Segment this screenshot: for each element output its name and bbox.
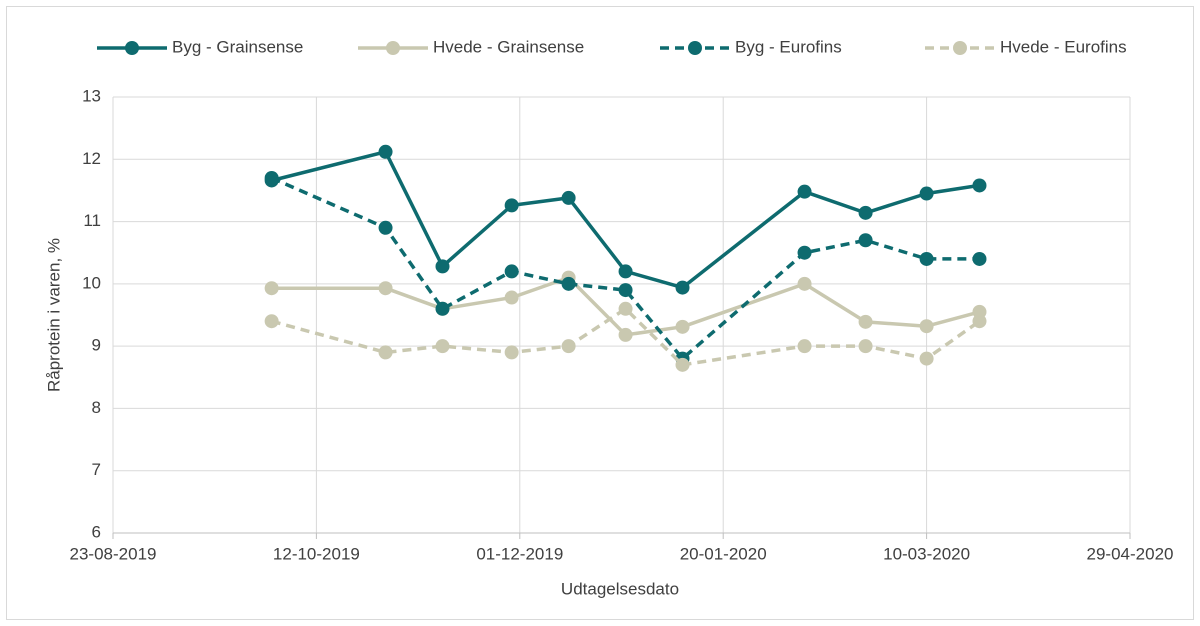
data-point: [504, 264, 519, 279]
data-point: [264, 170, 279, 185]
data-point: [797, 276, 812, 291]
data-point: [618, 283, 633, 298]
y-tick-label: 12: [82, 149, 101, 168]
data-point: [972, 314, 987, 329]
data-point: [561, 276, 576, 291]
data-point: [797, 245, 812, 260]
data-point: [264, 314, 279, 329]
x-tick-label: 23-08-2019: [70, 544, 157, 563]
data-point: [378, 281, 393, 296]
y-tick-label: 10: [82, 273, 101, 292]
data-point: [858, 314, 873, 329]
x-axis-label: Udtagelsesdato: [561, 579, 679, 598]
data-point: [378, 220, 393, 235]
data-point: [504, 345, 519, 360]
y-tick-label: 8: [92, 398, 101, 417]
legend-marker: [688, 41, 702, 55]
data-point: [504, 290, 519, 305]
y-tick-label: 11: [83, 211, 101, 230]
legend-label: Byg - Grainsense: [172, 37, 303, 56]
data-point: [435, 259, 450, 274]
data-point: [675, 280, 690, 295]
chart-border: [6, 6, 1194, 620]
data-point: [378, 345, 393, 360]
data-point: [618, 327, 633, 342]
y-axis-label: Råprotein i varen, %: [44, 238, 63, 392]
y-tick-label: 13: [82, 86, 101, 105]
data-point: [504, 198, 519, 213]
data-point: [919, 186, 934, 201]
data-point: [919, 251, 934, 266]
y-tick-label: 6: [92, 522, 101, 541]
data-point: [378, 144, 393, 159]
data-point: [919, 319, 934, 334]
data-point: [797, 339, 812, 354]
y-tick-label: 9: [92, 336, 101, 355]
x-tick-label: 12-10-2019: [273, 544, 360, 563]
data-point: [972, 178, 987, 193]
data-point: [618, 301, 633, 316]
data-point: [858, 205, 873, 220]
legend-label: Byg - Eurofins: [735, 37, 842, 56]
data-point: [435, 339, 450, 354]
data-point: [675, 319, 690, 334]
data-point: [561, 339, 576, 354]
data-point: [561, 190, 576, 205]
data-point: [858, 339, 873, 354]
x-tick-label: 29-04-2020: [1087, 544, 1174, 563]
x-tick-label: 10-03-2020: [883, 544, 970, 563]
legend-label: Hvede - Eurofins: [1000, 37, 1127, 56]
legend-label: Hvede - Grainsense: [433, 37, 584, 56]
data-point: [618, 264, 633, 279]
data-point: [675, 357, 690, 372]
data-point: [919, 351, 934, 366]
x-tick-label: 01-12-2019: [476, 544, 563, 563]
series-line: [271, 307, 981, 367]
y-tick-label: 7: [92, 460, 101, 479]
legend-marker: [386, 41, 400, 55]
legend-marker: [953, 41, 967, 55]
data-point: [858, 233, 873, 248]
series-line: [270, 176, 980, 361]
data-point: [797, 184, 812, 199]
data-point: [972, 251, 987, 266]
data-point: [264, 281, 279, 296]
legend-marker: [125, 41, 139, 55]
x-tick-label: 20-01-2020: [680, 544, 767, 563]
data-point: [435, 301, 450, 316]
